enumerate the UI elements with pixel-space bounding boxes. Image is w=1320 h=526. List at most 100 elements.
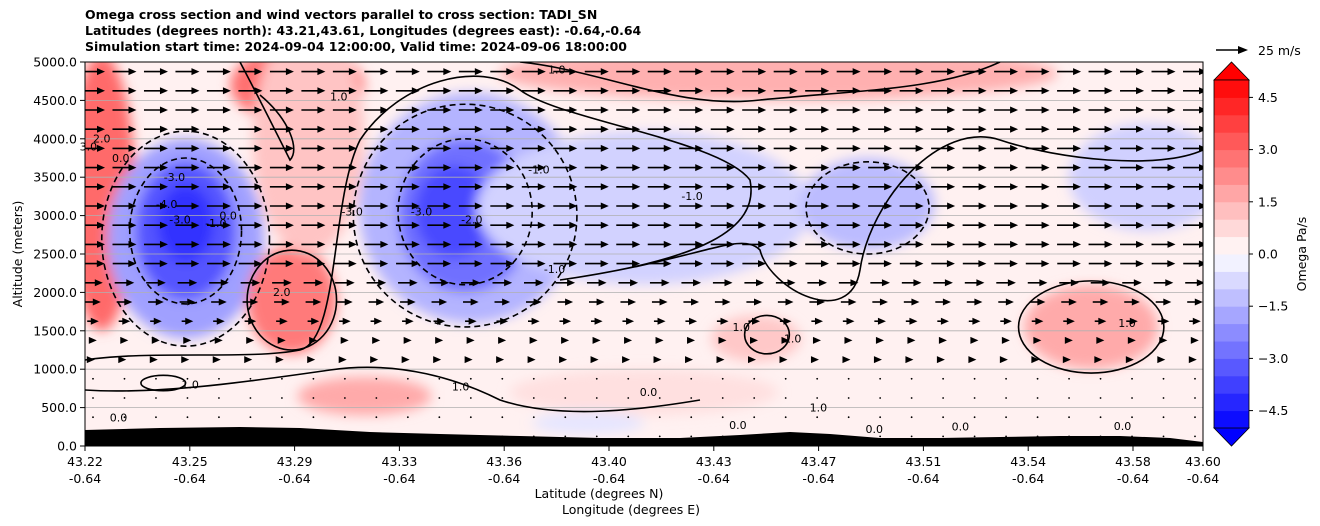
wind-vector	[85, 125, 105, 133]
wind-vector	[962, 144, 987, 152]
wind-vector	[679, 240, 704, 248]
wind-vector	[1183, 202, 1203, 210]
wind-vector	[627, 377, 630, 380]
wind-vector	[1127, 336, 1136, 344]
wind-vector	[1025, 68, 1050, 76]
wind-vector	[275, 356, 284, 364]
wind-vector	[962, 87, 987, 95]
wind-vector	[521, 144, 546, 152]
wind-vector	[627, 416, 630, 419]
wind-vector	[1088, 164, 1113, 172]
wind-vector	[553, 68, 578, 76]
wind-vector	[962, 183, 987, 191]
wind-vector	[553, 260, 578, 268]
wind-vector	[840, 298, 857, 306]
wind-vector	[899, 87, 924, 95]
wind-vector	[114, 279, 135, 287]
wind-vector	[710, 87, 735, 95]
wind-vector	[179, 298, 196, 306]
wind-vector	[962, 221, 987, 229]
wind-vector	[847, 377, 850, 380]
wind-vector	[364, 183, 389, 191]
wind-vector	[805, 164, 830, 172]
wind-vector	[175, 164, 200, 172]
wind-vector	[647, 106, 672, 114]
wind-vector	[627, 435, 630, 438]
wind-vector	[375, 397, 378, 399]
wind-vector	[1122, 279, 1142, 287]
wind-vector	[116, 298, 133, 306]
wind-vector	[490, 202, 515, 210]
wind-vector	[332, 202, 357, 210]
colorbar-tick-label: −3.0	[1258, 351, 1288, 366]
wind-vector	[375, 377, 378, 380]
wind-vector	[1120, 106, 1145, 114]
wind-vector	[647, 202, 672, 210]
wind-vector	[899, 183, 924, 191]
wind-vector	[721, 416, 724, 419]
wind-vector	[1187, 298, 1203, 306]
wind-vector	[301, 125, 326, 133]
wind-vector	[364, 125, 389, 133]
contour-label: 0.0	[866, 423, 884, 436]
wind-vector	[994, 260, 1018, 268]
wind-vector	[277, 336, 286, 344]
wind-vector	[931, 87, 956, 95]
wind-vector	[553, 183, 578, 191]
wind-vector	[875, 336, 884, 344]
wind-vector	[1151, 87, 1176, 95]
wind-vector	[332, 221, 357, 229]
wind-vector	[879, 435, 882, 438]
wind-vector	[647, 260, 672, 268]
wind-vector	[143, 125, 168, 133]
wind-vector	[490, 87, 515, 95]
wind-vector	[1088, 221, 1113, 229]
wind-vector	[301, 87, 326, 95]
wind-vector	[836, 125, 861, 133]
wind-vector	[584, 260, 609, 268]
wind-vector	[994, 202, 1019, 210]
wind-vector	[868, 183, 893, 191]
wind-vector	[521, 221, 546, 229]
wind-vector	[748, 356, 756, 364]
wind-vector	[85, 221, 105, 229]
wind-vector	[773, 164, 798, 172]
contour-label: 0.0	[1114, 420, 1132, 433]
wind-vector	[1162, 377, 1165, 380]
wind-vector	[458, 183, 483, 191]
wind-vector	[964, 279, 985, 287]
wind-vector	[899, 221, 924, 229]
wind-vector	[868, 164, 893, 172]
wind-vector	[1151, 240, 1176, 248]
wind-vector	[905, 356, 914, 364]
wind-vector	[773, 106, 798, 114]
wind-vector	[710, 144, 735, 152]
wind-vector	[143, 164, 168, 172]
colorbar-band	[1214, 288, 1249, 307]
wind-vector	[458, 240, 483, 248]
wind-vector	[649, 279, 670, 287]
contour-label: 1.0	[548, 64, 566, 77]
wind-vector	[269, 125, 294, 133]
y-tick-label: 3000.0	[33, 208, 77, 223]
x-tick-label-lon: -0.64	[1187, 471, 1219, 486]
wind-vector	[773, 260, 798, 268]
wind-vector	[1151, 260, 1176, 268]
colorbar-band	[1214, 80, 1249, 98]
wind-vector	[1190, 336, 1199, 344]
wind-vector	[364, 240, 389, 248]
wind-vector	[899, 260, 924, 268]
wind-vector	[805, 68, 830, 76]
wind-vector	[143, 202, 168, 210]
wind-vector	[690, 397, 693, 399]
wind-vector	[458, 202, 483, 210]
wind-vector	[622, 317, 635, 325]
wind-vector	[186, 377, 189, 380]
wind-vector	[112, 164, 137, 172]
colorbar-tick-label: 1.5	[1258, 194, 1278, 209]
wind-vector	[427, 202, 452, 210]
title-line-2: Latitudes (degrees north): 43.21,43.61, …	[85, 23, 642, 38]
wind-vector	[1159, 336, 1168, 344]
wind-vector	[781, 336, 790, 344]
contour-label: 2.0	[93, 133, 111, 146]
